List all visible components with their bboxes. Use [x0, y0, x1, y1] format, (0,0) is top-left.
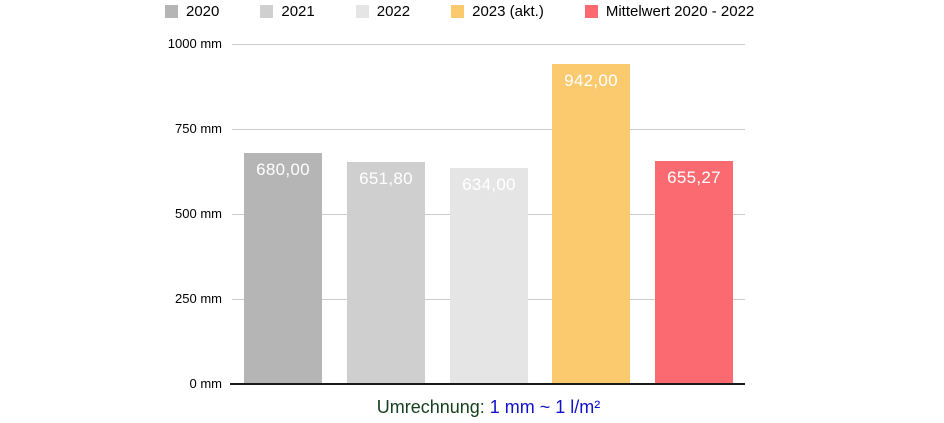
y-tick-label-1000: 1000 mm: [167, 36, 222, 51]
legend-swatch-icon: [260, 5, 274, 18]
legend-item-2: 2022: [355, 3, 411, 20]
bar-Mittelwert 2020 - 2022[interactable]: 655,27: [655, 161, 733, 384]
y-tick-label-500: 500 mm: [175, 206, 222, 221]
conversion-footnote: Umrechnung: 1 mm ~ 1 l/m²: [232, 397, 745, 418]
gridline-1000: [232, 44, 745, 45]
bar-value-label: 651,80: [359, 169, 413, 188]
footnote-prefix: Umrechnung:: [376, 397, 485, 417]
chart-legend: 2020 2021 2022 2023 (akt.) Mittelwert 2020 -…: [165, 4, 754, 19]
bar-value-label: 942,00: [564, 71, 618, 90]
y-tick-label-250: 250 mm: [175, 291, 222, 306]
plot-area: 680,00 651,80 634,00 942,00 655,27: [232, 44, 745, 384]
legend-label: 2022: [376, 3, 411, 20]
legend-label: 2021: [281, 3, 315, 20]
legend-item-0: 2020: [165, 4, 219, 19]
bar-2022[interactable]: 634,00: [450, 168, 528, 384]
legend-swatch-icon: [584, 5, 598, 18]
bar-2021[interactable]: 651,80: [347, 162, 425, 384]
bar-value-label: 655,27: [667, 168, 721, 187]
legend-item-4: Mittelwert 2020 - 2022: [584, 3, 755, 20]
legend-item-1: 2021: [260, 3, 315, 20]
bar-value-label: 680,00: [256, 160, 310, 179]
legend-label: Mittelwert 2020 - 2022: [605, 3, 755, 20]
bar-2020[interactable]: 680,00: [244, 153, 322, 384]
footnote-formula: 1 mm ~ 1 l/m²: [489, 397, 601, 417]
legend-swatch-icon: [165, 5, 178, 18]
legend-swatch-icon: [355, 5, 369, 18]
y-tick-label-0: 0 mm: [189, 376, 223, 391]
legend-swatch-icon: [451, 5, 465, 18]
legend-item-3: 2023 (akt.): [451, 4, 544, 19]
legend-label: 2023 (akt.): [472, 3, 544, 20]
bar-value-label: 634,00: [462, 175, 516, 194]
x-axis-line: [230, 383, 745, 385]
legend-label: 2020: [186, 3, 220, 20]
y-tick-label-750: 750 mm: [175, 121, 222, 136]
bar-2023 (akt.)[interactable]: 942,00: [552, 64, 630, 384]
gridline-750: [232, 129, 745, 130]
